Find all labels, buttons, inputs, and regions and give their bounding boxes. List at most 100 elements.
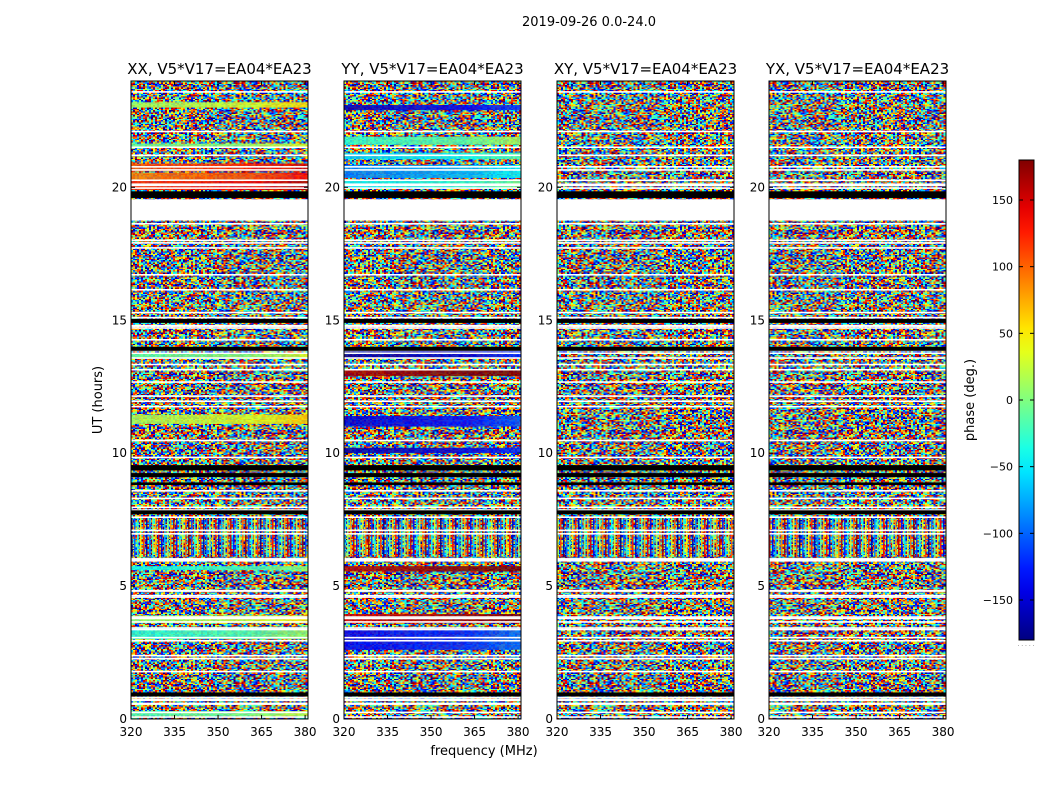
fringe-stripe (254, 516, 256, 557)
fringe-stripe (880, 516, 882, 557)
fringe-stripe (506, 516, 508, 557)
phase-band (131, 143, 308, 148)
gap-line (344, 405, 521, 408)
fringe-stripe (707, 516, 709, 557)
flag-line (131, 465, 308, 471)
gap-line (131, 559, 308, 562)
gap-line (131, 657, 308, 660)
gap-line (769, 533, 946, 535)
gap-line (769, 589, 946, 592)
gap-line (769, 154, 946, 157)
gap-line (131, 497, 308, 500)
gap-line (769, 274, 946, 276)
fringe-stripe (841, 516, 843, 557)
fringe-stripe (793, 516, 795, 557)
gap-line (557, 716, 734, 718)
gap-line (131, 187, 308, 189)
fringe-stripe (617, 516, 619, 557)
gap-line (344, 274, 521, 276)
fringe-stripe (425, 516, 427, 557)
x-tick-label: 350 (845, 725, 868, 739)
panel-frame (768, 80, 947, 720)
y-tick-label: 15 (750, 313, 765, 327)
flag-line (769, 346, 946, 351)
gap-line (557, 703, 734, 705)
fringe-stripe (137, 516, 139, 557)
gap-line (344, 529, 521, 532)
gap-line (131, 639, 308, 642)
fringe-stripe (928, 516, 930, 557)
fringe-stripe (482, 516, 484, 557)
fringe-stripe (449, 516, 451, 557)
gap-line (769, 699, 946, 702)
phase-band (131, 414, 308, 424)
flag-line (557, 473, 734, 478)
gap-line (769, 617, 946, 620)
gap-line (557, 670, 734, 673)
fringe-stripe (695, 516, 697, 557)
colorbar-tick-label: −50 (990, 461, 1013, 474)
flag-line (131, 692, 308, 697)
fringe-stripe (859, 516, 861, 557)
fringe-stripe (560, 516, 562, 557)
gap-line (769, 703, 946, 705)
gap-line (131, 716, 308, 718)
gap-line (557, 439, 734, 442)
fringe-stripe (832, 516, 834, 557)
flag-line (769, 692, 946, 697)
fringe-stripe (461, 516, 463, 557)
gap-line (557, 311, 734, 314)
fringe-stripe (299, 516, 301, 557)
x-tick-label: 350 (207, 725, 230, 739)
gap-line (557, 490, 734, 492)
fringe-stripe (599, 516, 601, 557)
fringe-stripe (344, 516, 346, 557)
gap-line (557, 698, 734, 701)
fringe-stripe (227, 516, 229, 557)
phase-band (131, 566, 308, 571)
gap-line (131, 339, 308, 341)
fringe-stripe (293, 516, 295, 557)
gap-line (131, 516, 308, 519)
flag-line (557, 191, 734, 198)
fringe-stripe (374, 516, 376, 557)
phase-band (131, 627, 308, 640)
fringe-stripe (365, 516, 367, 557)
fringe-stripe (173, 516, 175, 557)
gap-line (769, 516, 946, 519)
x-tick-label: 365 (463, 725, 486, 739)
gap-line (557, 559, 734, 562)
y-tick-label: 15 (325, 313, 340, 327)
fringe-stripe (847, 516, 849, 557)
gap-line (344, 357, 521, 359)
fringe-stripe (686, 516, 688, 557)
fringe-stripe (212, 516, 214, 557)
phase-band (131, 102, 308, 108)
fringe-stripe (281, 516, 283, 557)
x-tick-label: 380 (294, 725, 317, 739)
gap-line (344, 509, 521, 511)
fringe-stripe (614, 516, 616, 557)
gap-line (769, 456, 946, 459)
fringe-stripe (452, 516, 454, 557)
gap-line (344, 670, 521, 673)
gap-line (557, 405, 734, 408)
gap-line (131, 146, 308, 149)
gap-line (557, 357, 734, 359)
fringe-stripe (937, 516, 939, 557)
gap-line (769, 179, 946, 182)
gap-line (131, 91, 308, 93)
gap-line (131, 130, 308, 133)
gap-line (344, 239, 521, 242)
gap-line (131, 405, 308, 408)
gap-line (131, 509, 308, 511)
y-tick-label: 0 (757, 712, 765, 726)
gap-line (557, 327, 734, 329)
gap-line (344, 368, 521, 371)
gap-line (557, 589, 734, 592)
fringe-stripe (419, 516, 421, 557)
colorbar-tick-label: 0 (1006, 394, 1013, 407)
gap-line (131, 274, 308, 276)
y-tick-label: 20 (112, 180, 127, 194)
